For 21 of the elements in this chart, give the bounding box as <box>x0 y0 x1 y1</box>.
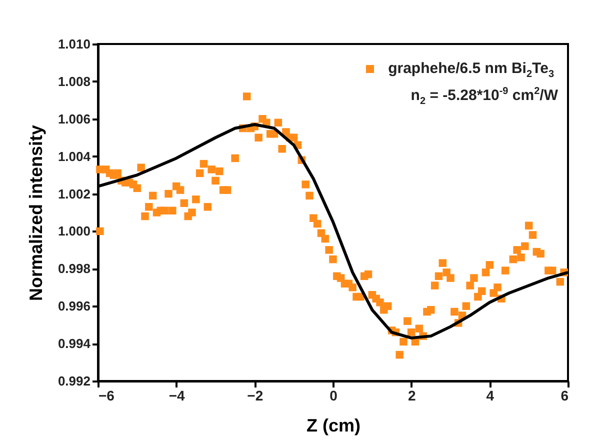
y-tick-label: 0.992 <box>58 374 90 388</box>
y-tick-label: 1.002 <box>58 186 90 202</box>
y-tick-label: 0.998 <box>58 261 90 276</box>
x-tick-label: −4 <box>168 388 186 404</box>
x-tick-label: 6 <box>560 388 569 404</box>
x-tick-label: 2 <box>408 388 416 404</box>
y-axis-title: Normalized intensity <box>26 124 46 302</box>
legend-label: graphehe/6.5 nm Bi$_{2}$Te$_{3}$ <box>388 60 554 80</box>
y-tick-label: 1.000 <box>58 224 90 239</box>
y-tick-label: 1.010 <box>58 36 90 52</box>
y-tick-label: 0.994 <box>58 336 92 352</box>
y-tick-label: 1.004 <box>58 148 92 164</box>
x-tick-label: −6 <box>98 388 115 404</box>
x-axis-title: Z (cm) <box>306 416 361 436</box>
x-tick-label: 0 <box>330 388 338 404</box>
y-tick-label: 0.996 <box>58 298 90 314</box>
y-tick-label: 1.008 <box>58 74 90 89</box>
x-tick-label: −2 <box>247 388 264 404</box>
x-tick-label: 4 <box>486 388 494 404</box>
annotation: n$_{2}$ = -5.28*10$^{-9}$ cm$^{2}$/W <box>410 86 558 107</box>
y-tick-label: 1.006 <box>58 111 90 126</box>
